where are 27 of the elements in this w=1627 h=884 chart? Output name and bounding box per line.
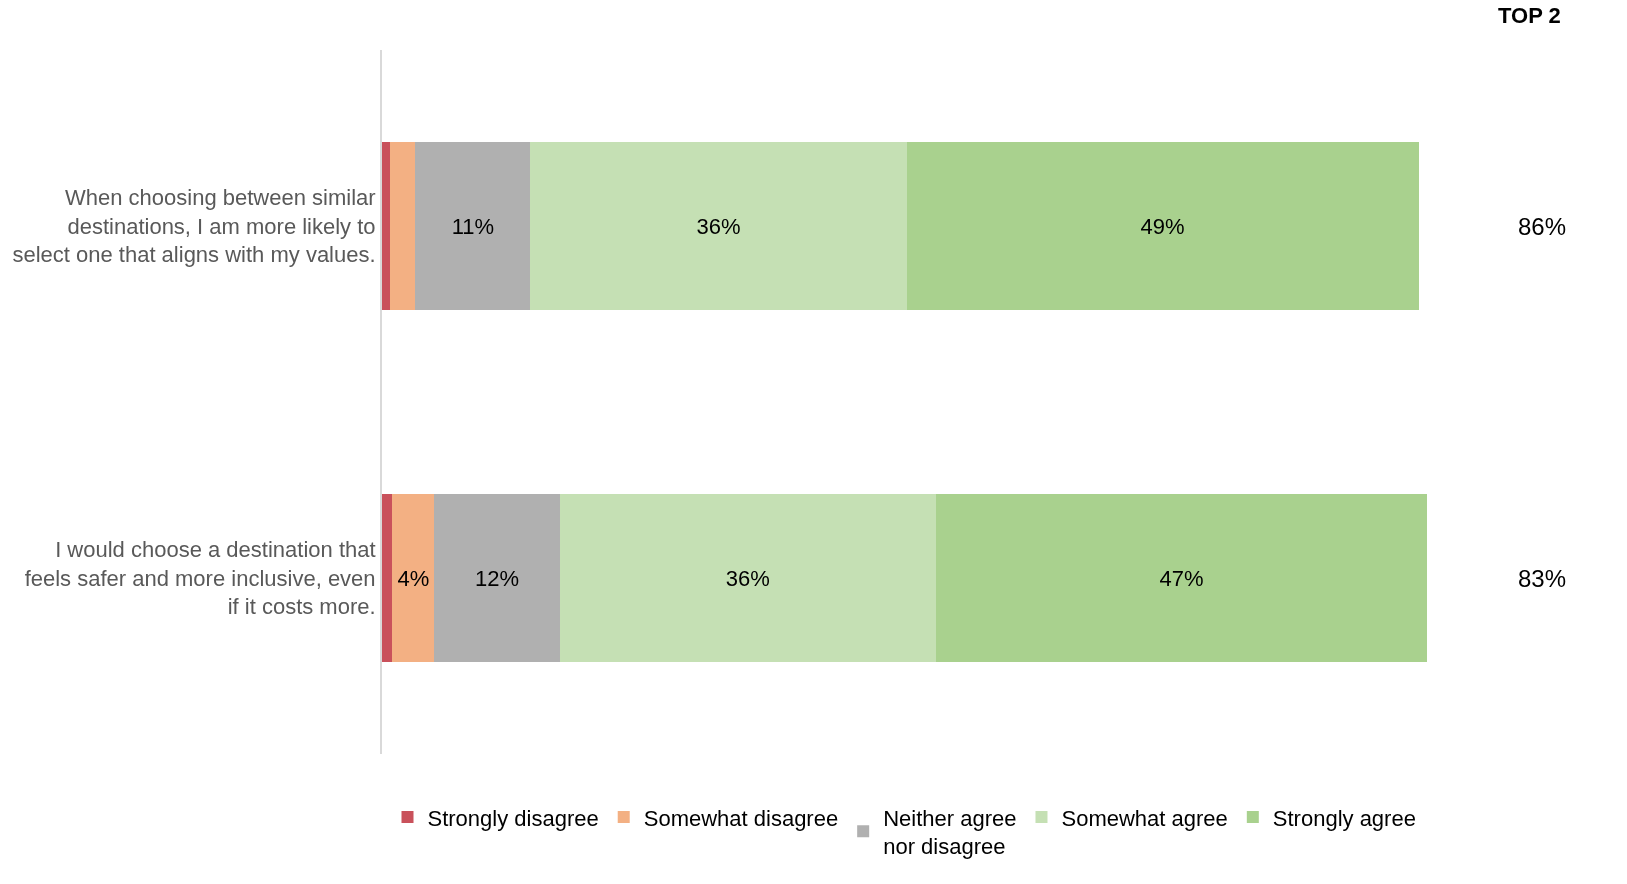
data-label: 12% <box>474 565 519 591</box>
text: TOP 2 <box>1498 3 1561 28</box>
data-label: 36% <box>696 213 741 239</box>
y-tick-label: I would choose a destination that feels safer and more inclusive, even if it costs more. <box>24 537 376 620</box>
data-label: 4% <box>397 565 430 591</box>
bar <box>415 141 531 311</box>
bar <box>392 493 435 663</box>
bar <box>382 493 393 663</box>
bar <box>434 493 560 663</box>
bar <box>935 493 1427 663</box>
bar <box>559 493 936 663</box>
y-tick-label: When choosing between similar destinations, I am more likely to select one that aligns with my values. <box>12 185 376 268</box>
text: 86% <box>1518 213 1567 240</box>
bar <box>530 141 907 311</box>
legend-label: Strongly agree <box>1272 805 1416 831</box>
data-label: 49% <box>1140 213 1185 239</box>
legend-label: Somewhat disagree <box>643 805 839 831</box>
bar <box>382 141 391 311</box>
bar <box>390 141 416 311</box>
legend-label: Neither agree nor disagree <box>883 805 1017 860</box>
data-label: 47% <box>1159 565 1204 591</box>
text: 83% <box>1518 565 1567 592</box>
data-label: 11% <box>451 213 495 239</box>
bar <box>906 141 1419 311</box>
legend-label: Somewhat agree <box>1061 805 1228 831</box>
legend-label: Strongly disagree <box>427 805 599 831</box>
data-label: 36% <box>725 565 770 591</box>
